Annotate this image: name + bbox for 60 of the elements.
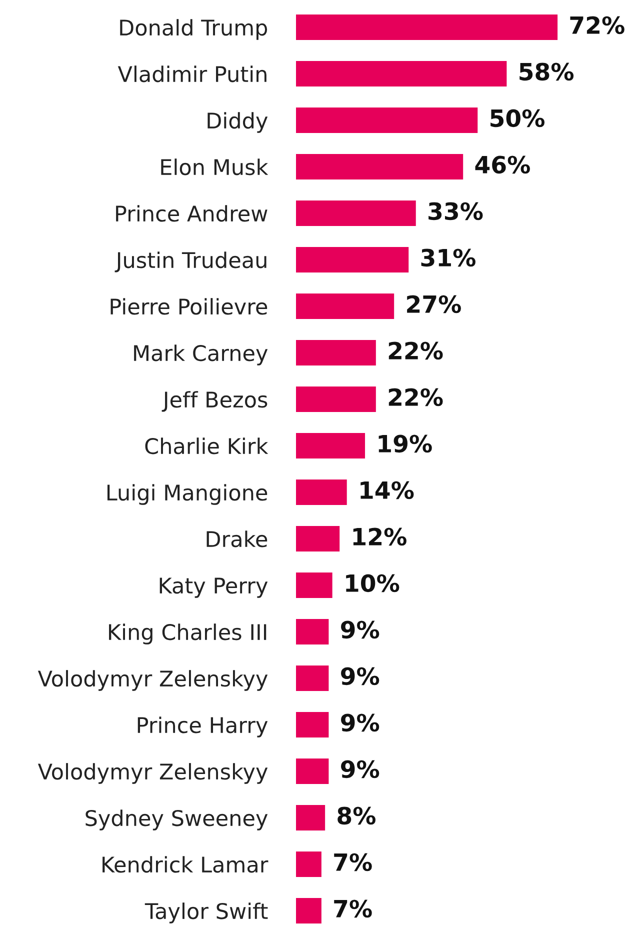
bar: [296, 107, 478, 134]
y-tick-label: Diddy: [208, 112, 268, 133]
y-tick-label: Prince Harry: [138, 716, 268, 738]
y-tick-label: Luigi Mangione: [107, 484, 268, 505]
bar: [296, 758, 329, 784]
y-tick-label: Katy Perry: [160, 578, 268, 598]
data-label: 19%: [378, 434, 432, 453]
y-tick-label: Charlie Kirk: [145, 438, 268, 454]
data-label: 14%: [360, 481, 414, 500]
bar: [296, 14, 558, 40]
bar: [296, 340, 376, 366]
data-label: 27%: [407, 295, 461, 314]
bar: [296, 804, 326, 831]
data-label: 8%: [338, 806, 376, 825]
bar: [296, 618, 329, 645]
bar: [296, 200, 416, 226]
bar: [296, 432, 366, 459]
data-label: 12%: [353, 528, 406, 546]
bar: [296, 386, 376, 412]
data-label: 7%: [334, 853, 372, 872]
y-tick-label: Volodymyr Zelenskyy: [38, 763, 268, 784]
bar: [296, 60, 507, 87]
bar: [296, 572, 332, 598]
bar: [296, 665, 329, 692]
y-tick-label: Prince Andrew: [116, 205, 268, 222]
data-label: 9%: [341, 667, 380, 686]
data-label: 22%: [388, 342, 443, 360]
y-tick-label: Drake: [206, 530, 268, 548]
y-tick-label: Donald Trump: [120, 19, 268, 40]
bar: [296, 898, 322, 924]
data-label: 33%: [428, 202, 483, 220]
data-label: 22%: [388, 388, 443, 406]
y-tick-label: Jeff Bezos: [162, 391, 268, 412]
y-tick-label: Mark Carney: [134, 344, 268, 366]
data-label: 9%: [341, 620, 380, 639]
data-label: 9%: [341, 714, 380, 732]
y-tick-label: King Charles III: [109, 624, 266, 644]
y-tick-label: Volodymyr Zelenskyy: [38, 670, 268, 691]
y-tick-label: Vladimir Putin: [118, 66, 266, 82]
bar: [296, 479, 347, 506]
bar: [296, 293, 394, 320]
bar: [296, 526, 340, 552]
data-label: 72%: [570, 16, 624, 34]
y-tick-label: Kendrick Lamar: [102, 856, 268, 873]
data-label: 7%: [334, 900, 372, 918]
data-label: 50%: [490, 109, 544, 128]
y-tick-label: Pierre Poilievre: [110, 298, 268, 315]
y-tick-label: Justin Trudeau: [114, 252, 266, 272]
data-label: 9%: [341, 760, 380, 778]
data-label: 10%: [346, 574, 400, 592]
data-label: 31%: [421, 248, 476, 267]
y-tick-label: Sydney Sweeney: [86, 810, 268, 830]
y-tick-label: Elon Musk: [161, 158, 268, 176]
y-tick-label: Taylor Swift: [144, 902, 268, 924]
data-label: 46%: [475, 156, 530, 174]
bar: [296, 246, 409, 273]
data-label: 58%: [520, 62, 574, 81]
bar: [296, 154, 464, 180]
bar: [296, 712, 329, 738]
bar: [296, 851, 322, 878]
